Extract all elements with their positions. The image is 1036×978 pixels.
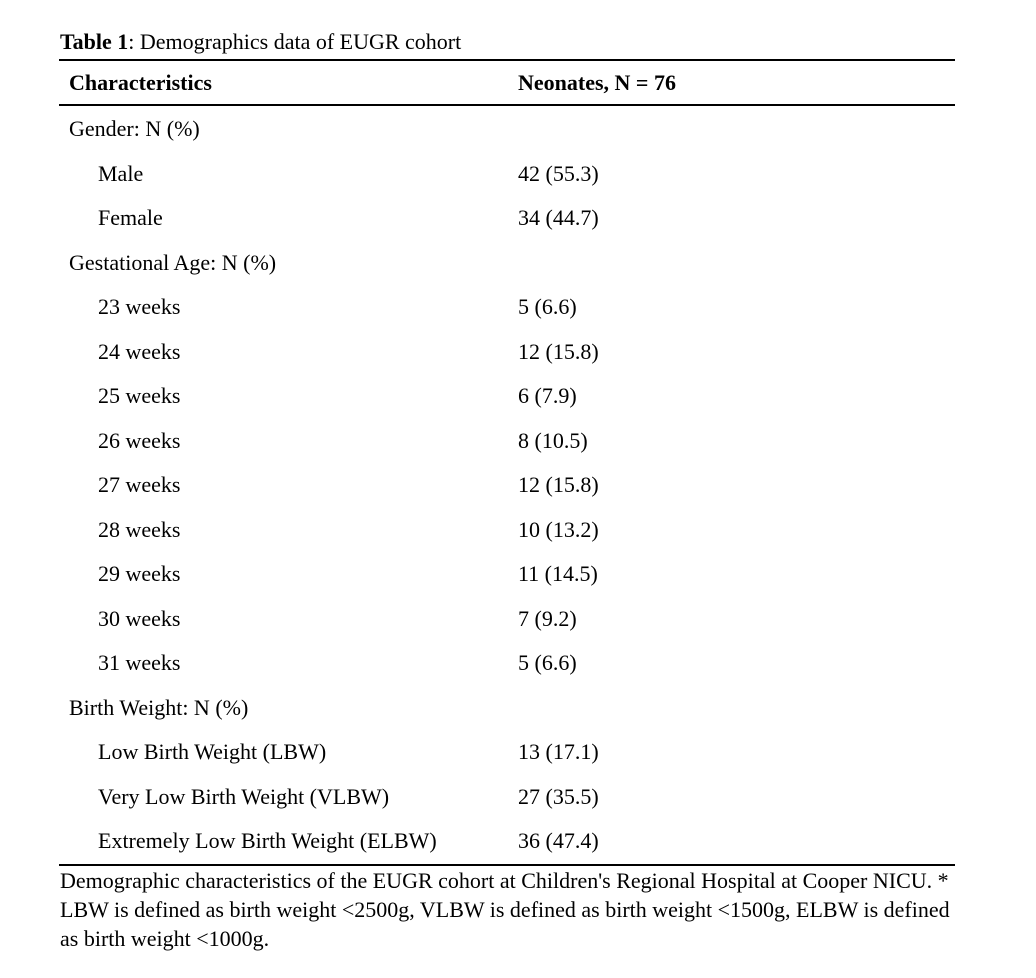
row-value: 27 (35.5) <box>518 783 599 809</box>
table-row: 28 weeks 10 (13.2) <box>59 508 955 553</box>
table-row: Very Low Birth Weight (VLBW) 27 (35.5) <box>59 775 955 820</box>
section-label: Gestational Age: N (%) <box>69 249 277 275</box>
table-row: 30 weeks 7 (9.2) <box>59 597 955 642</box>
row-label: 30 weeks <box>98 605 181 631</box>
table-row: 27 weeks 12 (15.8) <box>59 463 955 508</box>
table-row: Low Birth Weight (LBW) 13 (17.1) <box>59 730 955 775</box>
row-value: 7 (9.2) <box>518 605 577 631</box>
row-value: 11 (14.5) <box>518 561 598 586</box>
section-label: Gender: N (%) <box>69 116 200 141</box>
table-row: Female 34 (44.7) <box>59 196 955 241</box>
table-row: 26 weeks 8 (10.5) <box>59 419 955 464</box>
row-label: Male <box>98 160 144 186</box>
table-row: 25 weeks 6 (7.9) <box>59 374 955 419</box>
table-row: Extremely Low Birth Weight (ELBW) 36 (47… <box>59 819 955 864</box>
row-label: 28 weeks <box>98 516 181 542</box>
row-label: Extremely Low Birth Weight (ELBW) <box>98 828 437 853</box>
table-row: Gestational Age: N (%) <box>59 241 955 286</box>
row-label: 29 weeks <box>98 561 181 586</box>
table-caption-label: Table 1 <box>60 29 129 54</box>
section-label: Birth Weight: N (%) <box>69 694 249 720</box>
row-label: 24 weeks <box>98 338 181 364</box>
table-body: Gender: N (%) Male 42 (55.3) Female 34 (… <box>59 107 955 864</box>
row-value: 10 (13.2) <box>518 516 599 542</box>
row-label: 26 weeks <box>98 427 181 453</box>
row-label: Very Low Birth Weight (VLBW) <box>98 783 390 809</box>
row-value: 36 (47.4) <box>518 828 599 853</box>
row-value: 6 (7.9) <box>518 383 577 408</box>
row-label: 23 weeks <box>98 294 181 319</box>
row-value: 12 (15.8) <box>518 472 599 497</box>
table-row: 29 weeks 11 (14.5) <box>59 552 955 597</box>
row-label: Female <box>98 205 163 230</box>
row-value: 13 (17.1) <box>518 739 599 764</box>
table-row: 31 weeks 5 (6.6) <box>59 641 955 686</box>
row-value: 42 (55.3) <box>518 160 599 186</box>
row-label: 25 weeks <box>98 383 181 408</box>
row-label: 31 weeks <box>98 650 181 675</box>
table-row: 24 weeks 12 (15.8) <box>59 330 955 375</box>
table-bottom-rule <box>59 864 955 866</box>
table-header-rule <box>59 104 955 106</box>
row-label: Low Birth Weight (LBW) <box>98 739 327 764</box>
row-value: 5 (6.6) <box>518 650 577 675</box>
column-header-characteristics: Characteristics <box>69 70 212 95</box>
row-value: 12 (15.8) <box>518 338 599 364</box>
table-row: Gender: N (%) <box>59 107 955 152</box>
table-row: Birth Weight: N (%) <box>59 686 955 731</box>
row-value: 34 (44.7) <box>518 205 599 230</box>
table-row: 23 weeks 5 (6.6) <box>59 285 955 330</box>
table-top-rule <box>59 59 955 61</box>
table-header-row: Characteristics Neonates, N = 76 <box>59 61 955 104</box>
table-caption: Table 1: Demographics data of EUGR cohor… <box>60 29 461 55</box>
table-footnote: Demographic characteristics of the EUGR … <box>60 868 950 951</box>
row-value: 8 (10.5) <box>518 427 588 453</box>
row-value: 5 (6.6) <box>518 294 577 319</box>
table-caption-text: : Demographics data of EUGR cohort <box>128 29 462 54</box>
demographics-table: Characteristics Neonates, N = 76 Gender:… <box>59 61 955 853</box>
column-header-neonates: Neonates, N = 76 <box>518 70 676 95</box>
row-label: 27 weeks <box>98 472 181 497</box>
table-row: Male 42 (55.3) <box>59 152 955 197</box>
